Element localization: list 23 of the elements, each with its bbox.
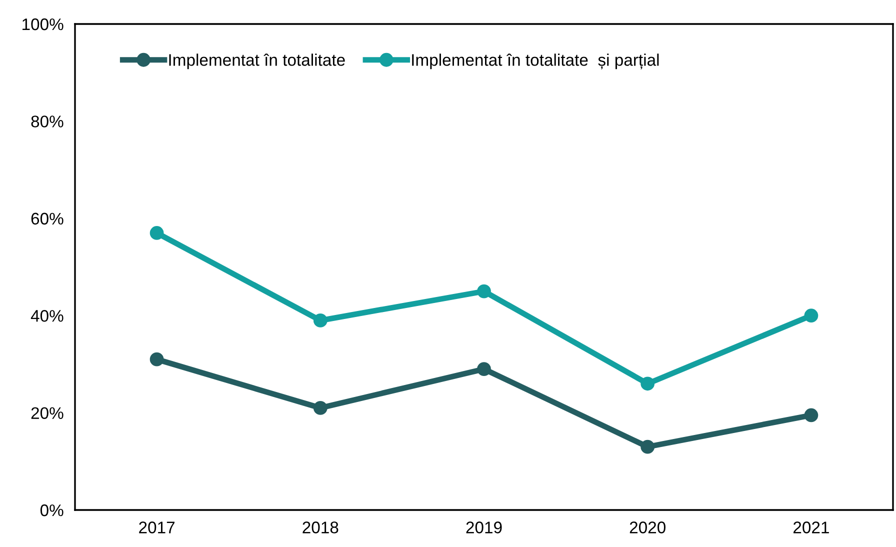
y-tick-label: 100%	[22, 18, 64, 30]
y-tick-label: 0%	[40, 504, 64, 516]
point	[150, 226, 164, 240]
legend-label: Implementat în totalitate și parțial	[412, 54, 659, 70]
y-tick-label: 20%	[31, 407, 64, 420]
x-tick-label: 2021	[794, 522, 829, 534]
point	[804, 308, 818, 323]
x-tick-label: 2017	[139, 522, 175, 534]
x-tick-label: 2020	[630, 522, 666, 534]
y-tick-label: 80%	[31, 116, 64, 128]
point	[477, 362, 491, 376]
point	[477, 284, 491, 298]
point	[313, 400, 328, 415]
point	[804, 408, 818, 422]
point	[313, 314, 328, 328]
y-tick-label: 40%	[30, 310, 64, 322]
x-tick-label: 2018	[302, 522, 338, 534]
point	[640, 376, 655, 391]
legend-label: Implementat în totalitate	[169, 54, 345, 70]
x-tick-label: 2019	[466, 522, 502, 534]
point	[640, 440, 655, 454]
y-tick-label: 60%	[31, 212, 64, 225]
point	[150, 352, 164, 366]
